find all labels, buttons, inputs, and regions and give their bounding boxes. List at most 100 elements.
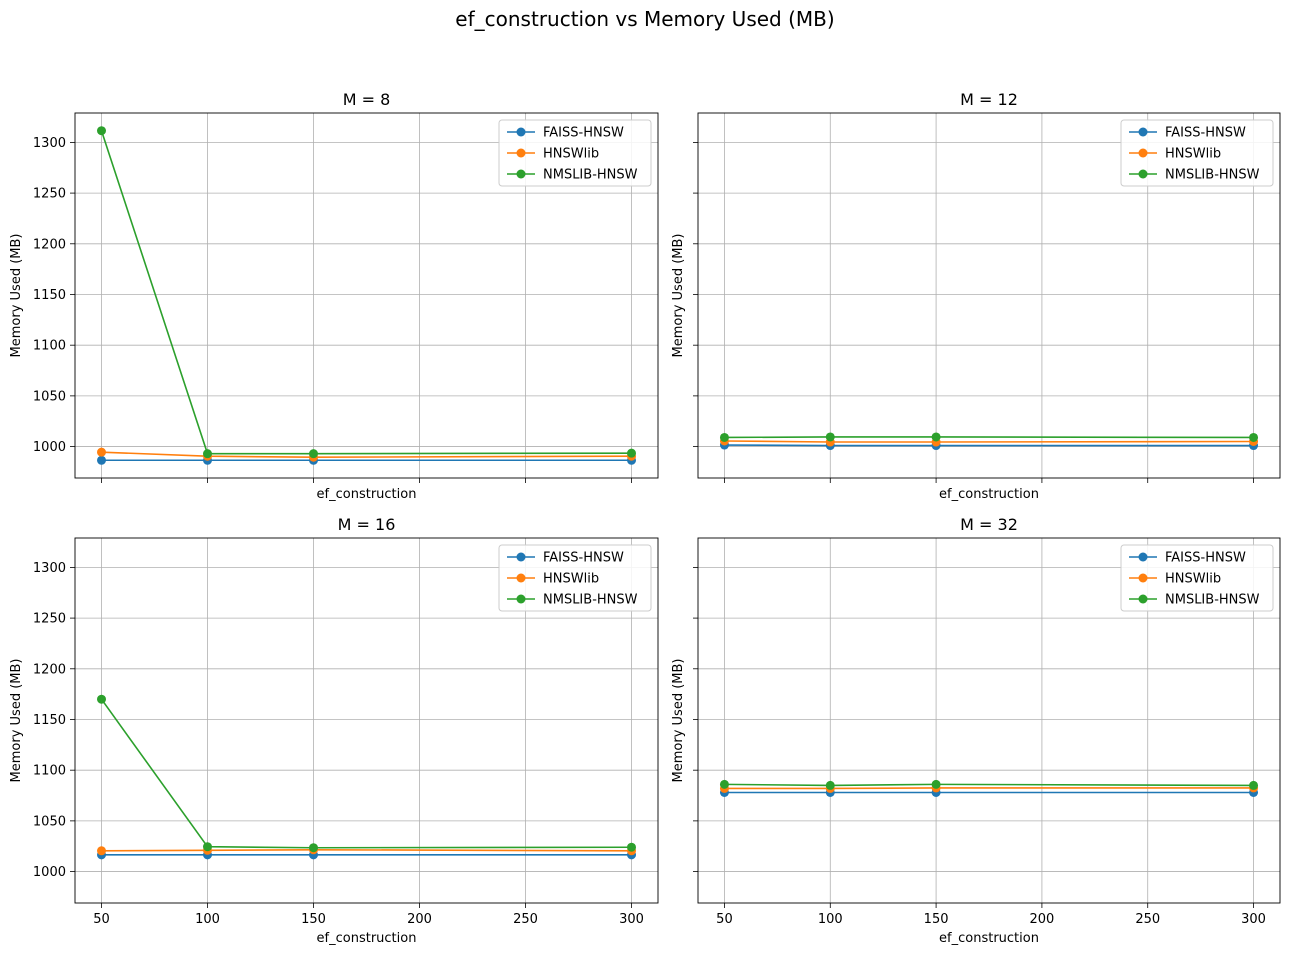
y-tick-label: 1100 <box>33 339 66 354</box>
axes-frame <box>74 537 659 904</box>
axes-frame <box>74 112 659 479</box>
figure-title: ef_construction vs Memory Used (MB) <box>455 7 834 31</box>
subplot-3: 50 100 150 200 250 300 1000 1050 1100 1150 1200 125… <box>9 515 659 946</box>
x-tick-label: 150 <box>301 912 326 927</box>
legend-label-nmslib-hnsw: NMSLIB-HNSW <box>543 593 638 608</box>
subplot-title: M = 16 <box>338 515 396 534</box>
x-tick-label: 100 <box>818 912 843 927</box>
legend-marker-nmslib-hnsw <box>516 169 526 179</box>
legend-label-faiss-hnsw: FAISS-HNSW <box>543 551 624 566</box>
legend-box <box>1120 119 1274 187</box>
series-line-nmslib-hnsw <box>100 698 632 849</box>
axes-frame <box>697 537 1281 904</box>
y-tick-label: 1200 <box>33 662 66 677</box>
legend-label-nmslib-hnsw: NMSLIB-HNSW <box>1165 168 1260 183</box>
x-tick-label: 100 <box>195 912 220 927</box>
legend-marker-faiss-hnsw <box>516 127 526 137</box>
series-line-nmslib-hnsw <box>100 130 632 455</box>
y-tick-label: 1200 <box>33 237 66 252</box>
legend: FAISS-HNSW HNSWlib NMSLIB-HNSW <box>1120 544 1274 612</box>
legend-marker-hnswlib <box>1138 148 1148 158</box>
legend-label-nmslib-hnsw: NMSLIB-HNSW <box>1165 593 1260 608</box>
legend-marker-hnswlib <box>1138 573 1148 583</box>
legend-box <box>498 119 652 187</box>
series-line-hnswlib <box>724 787 1254 790</box>
data-point-nmslib-hnsw <box>1249 432 1259 442</box>
subplot-title: M = 32 <box>960 515 1018 534</box>
y-axis-label: Memory Used (MB) <box>9 659 24 783</box>
legend-marker-hnswlib <box>516 573 526 583</box>
subplots: 1000 1050 1100 1150 1200 1250 1300 M = 8 ef_cons… <box>9 90 1281 946</box>
legend: FAISS-HNSW HNSWlib NMSLIB-HNSW <box>498 119 652 187</box>
y-tick-label: 1000 <box>33 440 66 455</box>
legend-box <box>498 544 652 612</box>
legend-label-hnswlib: HNSWlib <box>543 572 599 587</box>
x-tick-label: 150 <box>924 912 949 927</box>
legend-label-hnswlib: HNSWlib <box>1165 147 1221 162</box>
series-line-nmslib-hnsw <box>724 783 1254 787</box>
legend-marker-nmslib-hnsw <box>1138 594 1148 604</box>
y-tick-label: 1000 <box>33 865 66 880</box>
x-tick-label: 200 <box>407 912 432 927</box>
data-point-nmslib-hnsw <box>719 779 729 789</box>
x-tick-label: 300 <box>619 912 644 927</box>
y-tick-label: 1250 <box>33 187 66 202</box>
x-axis-label: ef_construction <box>939 931 1039 946</box>
legend-marker-nmslib-hnsw <box>516 594 526 604</box>
y-tick-label: 1150 <box>33 713 66 728</box>
data-point-nmslib-hnsw <box>1249 780 1259 790</box>
x-axis-label: ef_construction <box>939 487 1039 502</box>
y-tick-label: 1050 <box>33 814 66 829</box>
y-axis-label: Memory Used (MB) <box>671 234 686 358</box>
series-line-hnswlib <box>724 440 1254 443</box>
legend-label-faiss-hnsw: FAISS-HNSW <box>543 126 624 141</box>
subplot-2: M = 12 ef_construction Memory Used (MB) FAI… <box>671 90 1281 502</box>
data-point-nmslib-hnsw <box>97 694 106 704</box>
x-tick-label: 50 <box>93 912 110 927</box>
data-point-nmslib-hnsw <box>203 842 212 852</box>
data-point-nmslib-hnsw <box>931 779 941 789</box>
x-tick-label: 300 <box>1241 912 1266 927</box>
data-point-nmslib-hnsw <box>97 126 106 136</box>
legend-marker-nmslib-hnsw <box>1138 169 1148 179</box>
y-tick-label: 1250 <box>33 612 66 627</box>
data-point-nmslib-hnsw <box>825 432 835 442</box>
data-point-nmslib-hnsw <box>931 432 941 442</box>
legend: FAISS-HNSW HNSWlib NMSLIB-HNSW <box>1120 119 1274 187</box>
y-tick-label: 1300 <box>33 136 66 151</box>
data-point-hnswlib <box>97 447 106 457</box>
x-tick-label: 50 <box>716 912 733 927</box>
data-point-nmslib-hnsw <box>309 843 318 853</box>
y-axis-label: Memory Used (MB) <box>671 659 686 783</box>
legend-label-faiss-hnsw: FAISS-HNSW <box>1165 126 1246 141</box>
legend-label-hnswlib: HNSWlib <box>1165 572 1221 587</box>
legend-box <box>1120 544 1274 612</box>
legend: FAISS-HNSW HNSWlib NMSLIB-HNSW <box>498 544 652 612</box>
subplot-4: 50 100 150 200 250 300 M = 32 ef_construction Me… <box>671 515 1281 946</box>
y-tick-label: 1300 <box>33 561 66 576</box>
series-line-nmslib-hnsw <box>724 436 1254 439</box>
data-point-nmslib-hnsw <box>309 449 318 459</box>
y-axis-label: Memory Used (MB) <box>9 234 24 358</box>
series-line-hnswlib <box>101 451 632 459</box>
subplot-title: M = 8 <box>343 90 391 109</box>
data-point-nmslib-hnsw <box>627 842 636 852</box>
data-point-nmslib-hnsw <box>627 448 636 458</box>
subplot-1: 1000 1050 1100 1150 1200 1250 1300 M = 8 ef_cons… <box>9 90 659 502</box>
data-point-faiss-hnsw <box>97 455 106 465</box>
legend-marker-faiss-hnsw <box>516 552 526 562</box>
x-tick-label: 250 <box>513 912 538 927</box>
legend-label-hnswlib: HNSWlib <box>543 147 599 162</box>
x-tick-label: 200 <box>1029 912 1054 927</box>
axes-frame <box>697 112 1281 479</box>
x-axis-label: ef_construction <box>317 487 417 502</box>
y-tick-label: 1050 <box>33 389 66 404</box>
y-tick-label: 1100 <box>33 764 66 779</box>
data-point-nmslib-hnsw <box>825 780 835 790</box>
legend-marker-hnswlib <box>516 148 526 158</box>
legend-marker-faiss-hnsw <box>1138 127 1148 137</box>
data-point-nmslib-hnsw <box>719 432 729 442</box>
x-axis-label: ef_construction <box>317 931 417 946</box>
data-point-nmslib-hnsw <box>203 449 212 459</box>
